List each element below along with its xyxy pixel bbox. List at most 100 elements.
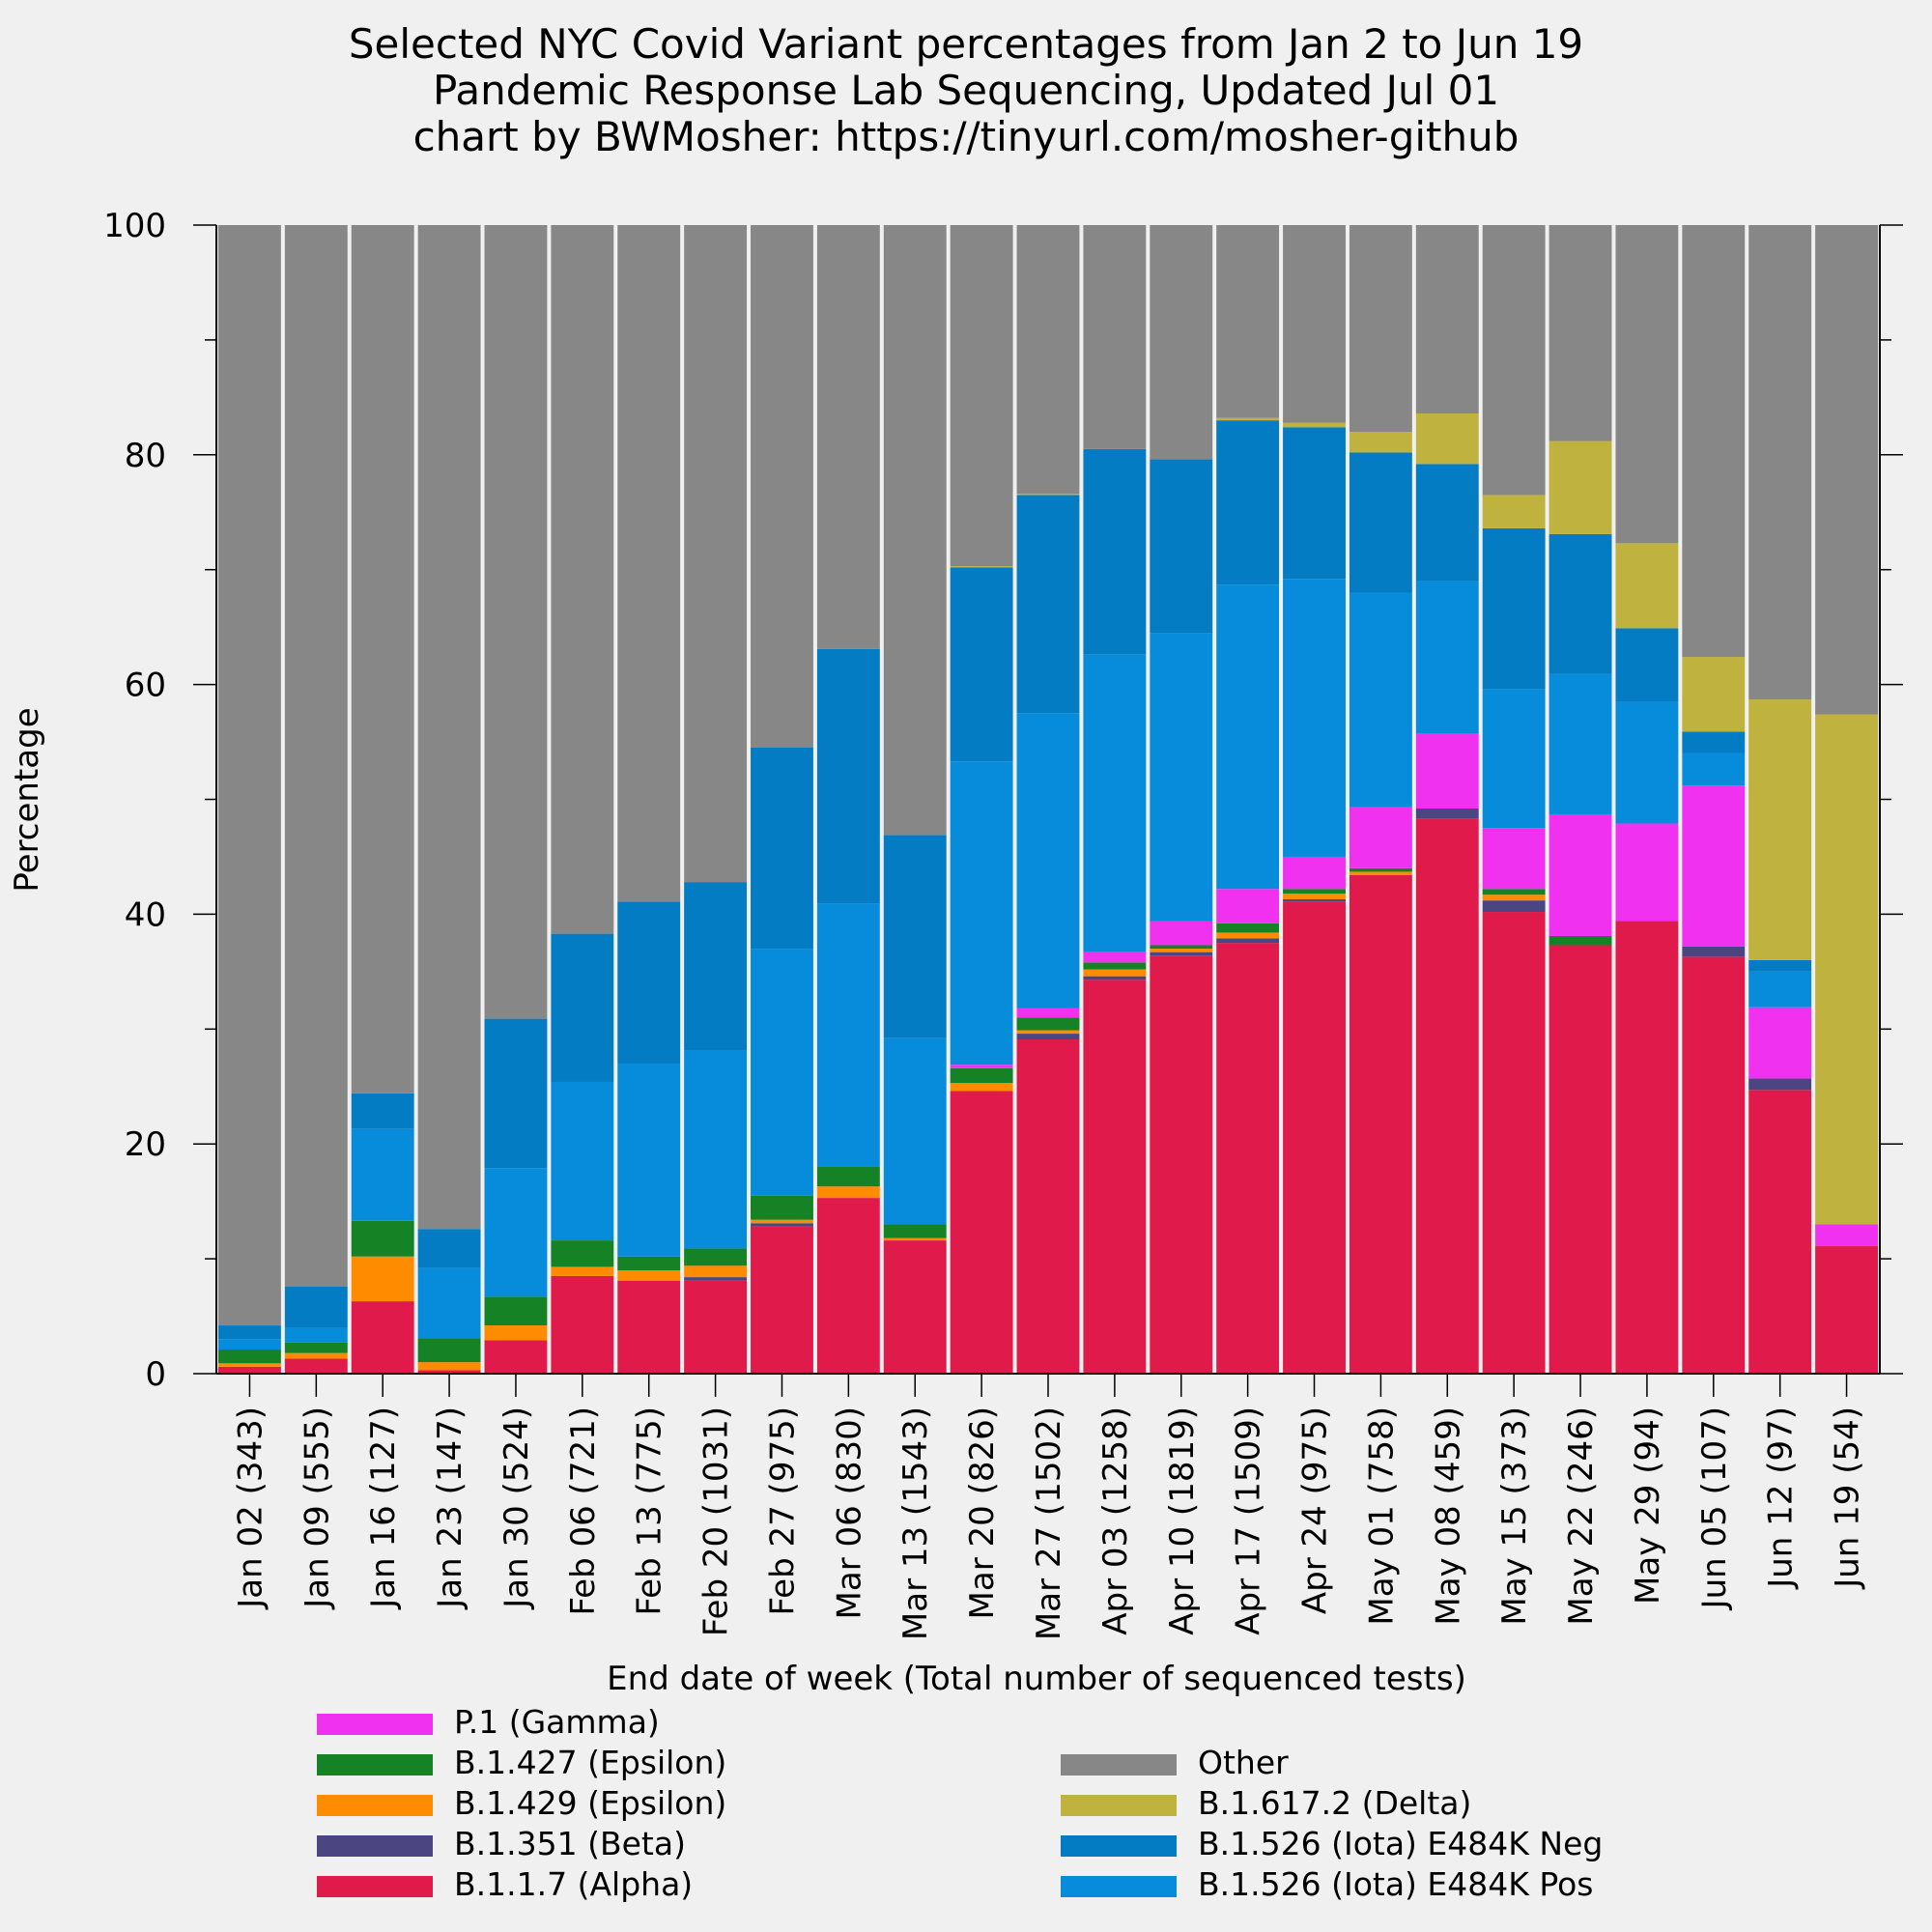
bar-segment	[1216, 889, 1280, 923]
bar-segment	[883, 1240, 947, 1374]
bar-segment	[684, 225, 748, 883]
bar-segment	[1415, 225, 1479, 413]
bar-segment	[883, 1237, 947, 1241]
bar-segment	[617, 225, 681, 902]
x-tick-label: Feb 27 (975)	[763, 1406, 802, 1616]
bar-segment	[1150, 945, 1213, 950]
chart-title-line-1: Selected NYC Covid Variant percentages f…	[348, 20, 1584, 68]
bar-segment	[484, 1168, 548, 1297]
bar-segment	[1016, 1030, 1080, 1035]
bar-segment	[417, 1229, 481, 1268]
legend-swatch	[1061, 1754, 1177, 1776]
bar-segment	[551, 1081, 614, 1241]
bar-segment	[1216, 420, 1280, 585]
bar-segment	[883, 225, 947, 836]
legend-label: B.1.617.2 (Delta)	[1198, 1784, 1472, 1822]
bar-segment	[950, 225, 1013, 567]
legend-swatch	[1061, 1795, 1177, 1816]
bar-segment	[1482, 895, 1546, 901]
bar-segment	[1216, 943, 1280, 1375]
bar-segment	[417, 225, 481, 1230]
bar-segment	[1150, 949, 1213, 952]
legend-label: B.1.526 (Iota) E484K Neg	[1198, 1825, 1604, 1862]
bar-segment	[484, 1296, 548, 1326]
y-tick-label: 100	[103, 207, 166, 245]
bar-segment	[1283, 894, 1346, 899]
bar-segment	[1016, 1017, 1080, 1031]
bar-segment	[484, 225, 548, 1019]
bar-segment	[1415, 464, 1479, 582]
bar-segment	[551, 933, 614, 1082]
bar-segment	[617, 1280, 681, 1374]
bar-segment	[1482, 912, 1546, 1374]
bar-segment	[417, 1370, 481, 1374]
legend-label: P.1 (Gamma)	[454, 1703, 660, 1741]
bar-segment	[1216, 938, 1280, 944]
x-tick-label: Jan 09 (555)	[298, 1406, 336, 1610]
x-tick-label: Apr 10 (1819)	[1163, 1406, 1202, 1635]
bar-segment	[617, 1063, 681, 1257]
bar-segment	[1083, 952, 1147, 963]
y-axis-label: Percentage	[8, 707, 46, 893]
legend-swatch	[1061, 1835, 1177, 1857]
bar-segment	[1748, 699, 1812, 960]
bar-segment	[1682, 731, 1746, 753]
bar-segment	[1083, 969, 1147, 977]
bar-segment	[417, 1267, 481, 1339]
bar-segment	[1283, 422, 1346, 428]
bar-segment	[1815, 1246, 1878, 1374]
bar-segment	[1815, 1224, 1878, 1247]
x-tick-label: Jan 02 (343)	[231, 1406, 270, 1610]
y-tick-label: 40	[125, 895, 166, 934]
bar-segment	[1349, 225, 1412, 433]
bar-segment	[484, 1018, 548, 1169]
legend-label: B.1.351 (Beta)	[454, 1825, 686, 1862]
bar-segment	[1083, 654, 1147, 952]
bar-segment	[1083, 448, 1147, 655]
bar-segment	[1150, 921, 1213, 946]
x-tick-label: Mar 27 (1502)	[1030, 1406, 1068, 1640]
legend-swatch	[1061, 1876, 1177, 1897]
x-tick-label: Mar 13 (1543)	[896, 1406, 935, 1640]
legend: P.1 (Gamma) B.1.427 (Epsilon) B.1.429 (Eps…	[309, 1700, 1758, 1932]
bar-segment	[1283, 427, 1346, 580]
bar-segment	[1548, 533, 1612, 674]
bar-segment	[1283, 901, 1346, 1374]
bar-segment	[751, 748, 813, 950]
bar-segment	[351, 1220, 414, 1257]
x-tick-label: Apr 17 (1509)	[1230, 1406, 1268, 1635]
bar-segment	[1548, 673, 1612, 814]
bar-segment	[1016, 1034, 1080, 1039]
bar-segment	[1682, 225, 1746, 658]
labels-layer: 0 20 40 60 80 100 Jan 02 (343) Jan 09 (555) Jan …	[103, 207, 1866, 1640]
bar-segment	[751, 949, 813, 1196]
x-axis-label: End date of week (Total number of sequen…	[607, 1660, 1466, 1698]
bar-segment	[950, 1067, 1013, 1084]
chart-title-line-3: chart by BWMosher: https://tinyurl.com/m…	[412, 113, 1520, 160]
bar-segment	[1016, 713, 1080, 1009]
bar-segment	[1216, 225, 1280, 418]
bar-segment	[751, 1219, 813, 1224]
bar-segment	[684, 1050, 748, 1249]
x-tick-label: Jun 05 (107)	[1695, 1406, 1734, 1610]
bar-segment	[1150, 955, 1213, 1374]
bar-segment	[1216, 584, 1280, 890]
bar-segment	[816, 648, 880, 904]
bar-segment	[1349, 452, 1412, 593]
y-tick-label: 60	[125, 667, 166, 705]
bar-segment	[218, 1363, 281, 1367]
axes-layer	[193, 224, 1903, 1397]
bar-segment	[1415, 413, 1479, 465]
legend-label: B.1.1.7 (Alpha)	[454, 1865, 694, 1903]
bar-segment	[1615, 543, 1679, 629]
bars-layer	[218, 225, 1878, 1375]
bar-segment	[684, 1265, 748, 1278]
bar-segment	[950, 567, 1013, 762]
x-tick-label: Jun 12 (97)	[1762, 1406, 1801, 1590]
bar-segment	[1349, 867, 1412, 872]
bar-segment	[684, 1280, 748, 1374]
bar-segment	[816, 1186, 880, 1199]
bar-segment	[1415, 809, 1479, 819]
bar-segment	[1482, 225, 1546, 496]
bar-segment	[1083, 962, 1147, 970]
